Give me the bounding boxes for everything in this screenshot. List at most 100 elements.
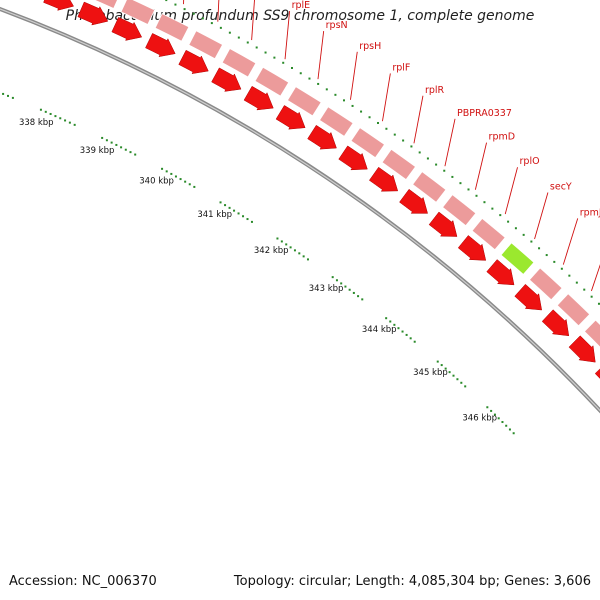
gene-arrow-rpsC — [43, 0, 74, 11]
kbp-dot — [276, 237, 279, 240]
kbp-dot — [452, 374, 455, 377]
gene-segment-secY — [500, 242, 535, 275]
kbp-dot — [59, 117, 62, 120]
kbp-dot — [512, 432, 515, 435]
kbp-dot — [6, 94, 9, 97]
kbp-dot — [101, 136, 104, 139]
kbp-dot — [413, 340, 416, 343]
scale-dot — [290, 66, 293, 69]
kbp-dot — [493, 413, 496, 416]
kbp-dot — [179, 178, 182, 181]
scale-dot — [483, 201, 486, 204]
kbp-dot — [44, 110, 47, 113]
scale-dot — [299, 72, 302, 75]
gene-segment-rplR — [381, 148, 417, 181]
scale-dot — [475, 194, 478, 197]
kbp-dot — [188, 183, 191, 186]
kbp-label: 344 kbp — [362, 325, 397, 335]
scale-dot — [426, 157, 429, 160]
kbp-dot — [464, 385, 467, 388]
kbp-dot — [174, 175, 177, 178]
kbp-dot — [497, 417, 500, 420]
kbp-dot — [193, 185, 196, 188]
kbp-label: 343 kbp — [309, 284, 344, 294]
scale-dot — [210, 22, 213, 25]
scale-dot — [308, 77, 311, 80]
leader-line-rpmJ — [562, 218, 579, 265]
kbp-dot — [501, 421, 504, 424]
kbp-dot — [389, 320, 392, 323]
kbp-dot — [246, 218, 249, 221]
kbp-dot — [242, 215, 245, 218]
gene-segment-rplE — [254, 66, 290, 97]
leader-line-secY — [534, 192, 549, 240]
kbp-dot — [120, 146, 123, 149]
scale-dot — [560, 267, 563, 270]
kbp-dot — [348, 288, 351, 291]
kbp-dot — [490, 409, 493, 412]
gene-arrow-PBPRA0337 — [399, 188, 428, 214]
kbp-dot — [237, 212, 240, 215]
kbp-dot — [486, 406, 489, 409]
gene-label-PBPRA0337: PBPRA0337 — [457, 108, 512, 119]
scale-dot — [530, 240, 533, 243]
scale-dot — [246, 41, 249, 44]
gene-label-rpsN: rpsN — [326, 20, 348, 31]
kbp-dot — [184, 180, 187, 183]
kbp-dot — [64, 119, 67, 122]
kbp-dot — [219, 201, 222, 204]
kbp-dot — [448, 371, 451, 374]
kbp-dot — [134, 153, 137, 156]
leader-line-rplX — [251, 0, 255, 41]
scale-dot — [368, 116, 371, 119]
scale-dot — [334, 93, 337, 96]
kbp-dot — [233, 209, 236, 212]
gene-segment-rplF — [350, 127, 386, 159]
kbp-dot — [224, 204, 227, 207]
kbp-dot — [505, 424, 508, 427]
gene-segment-rpsM — [556, 293, 591, 327]
gene-segment-PBPRA0337 — [412, 171, 447, 203]
kbp-dot — [165, 170, 168, 173]
gene-arrow-rpmJ — [514, 283, 543, 311]
kbp-dot — [110, 141, 113, 144]
scale-dot — [219, 26, 222, 29]
kbp-dot — [54, 115, 57, 118]
gene-segment-PBPRA0343 — [583, 319, 600, 348]
kbp-dot — [397, 327, 400, 330]
gene-label-rplR: rplR — [425, 85, 445, 96]
gene-labels: rpsSrplVrpsCrplPPBPRA0328PBPRA0329rplNrp… — [183, 0, 600, 292]
gene-label-rplF: rplF — [392, 62, 410, 73]
kbp-dot — [298, 252, 301, 255]
gene-arrow-rplR — [369, 166, 399, 192]
scale-dot — [165, 0, 168, 2]
kbp-dot — [228, 206, 231, 209]
gene-segment-rplP — [93, 0, 118, 10]
leader-line-rplN — [217, 0, 220, 22]
gene-arrow-rplE — [243, 85, 274, 111]
kbp-dot — [331, 276, 334, 279]
kbp-dot — [39, 108, 42, 111]
kbp-dot — [460, 381, 463, 384]
scale-dot — [491, 207, 494, 210]
kbp-dot — [508, 428, 511, 431]
scale-dot — [393, 133, 396, 136]
scale-dot — [553, 260, 556, 263]
scale-dot — [522, 233, 525, 236]
backbone-highlight — [0, 8, 600, 412]
leader-line-rplO — [504, 167, 518, 215]
scale-dot — [360, 110, 363, 113]
kbp-dot — [2, 92, 5, 95]
map-title: Photobacterium profundum SS9 chromosome … — [65, 8, 535, 24]
gene-label-rplO: rplO — [520, 156, 540, 167]
gene-arrow-rplP — [77, 1, 109, 26]
gene-label-rplE: rplE — [292, 0, 311, 11]
gene-arrow-PBPRA0328 — [111, 17, 143, 41]
kbp-dot — [401, 330, 404, 333]
kbp-dot — [302, 255, 305, 258]
gene-arrow-rplN — [178, 49, 209, 75]
scale-dot — [459, 182, 462, 185]
gene-label-rpmD: rpmD — [489, 132, 516, 143]
kbp-dot — [250, 220, 253, 223]
scale-dot — [201, 17, 204, 20]
